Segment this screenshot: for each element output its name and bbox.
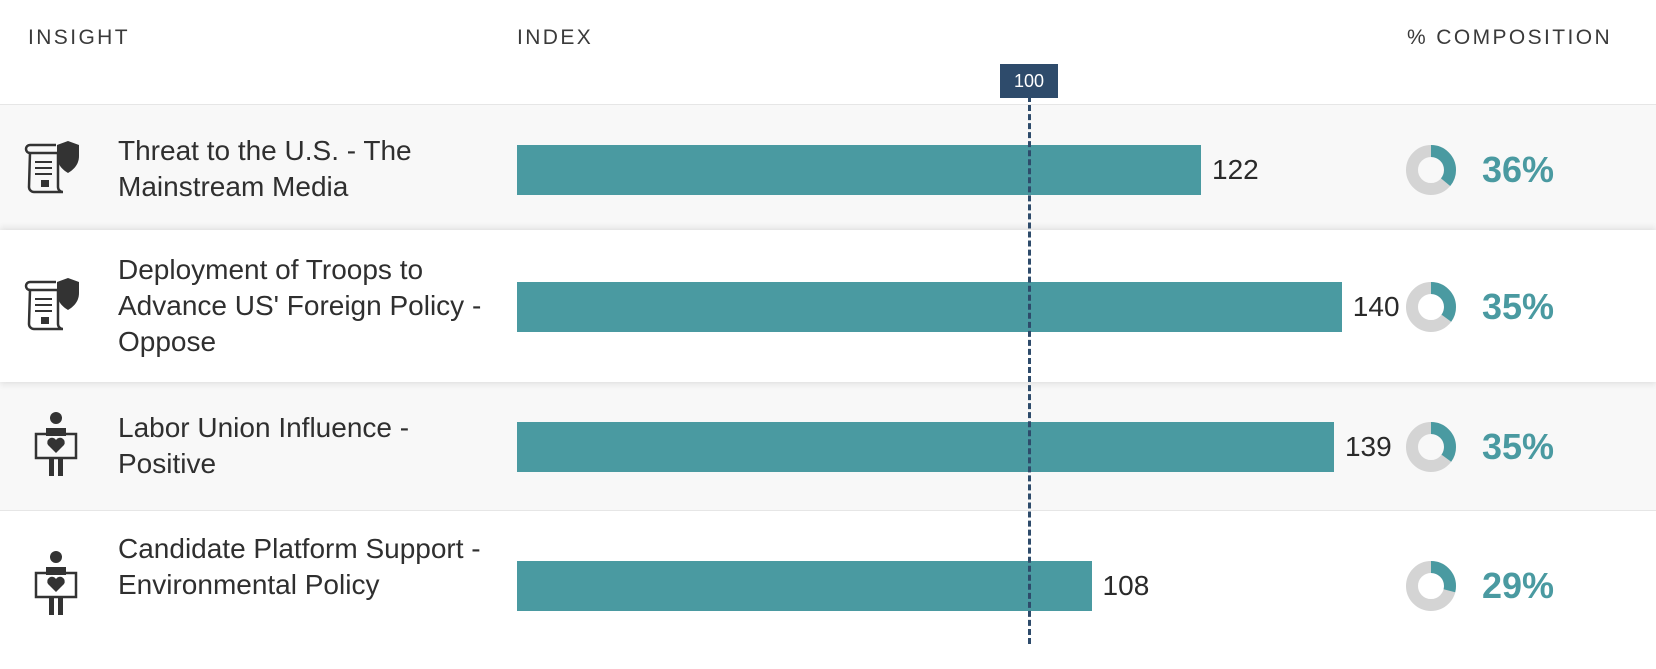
index-bar: [517, 145, 1202, 195]
insight-label: Threat to the U.S. - The Mainstream Medi…: [118, 135, 412, 202]
person-sign-heart-icon: [24, 410, 88, 476]
composition-donut: [1406, 145, 1456, 195]
person-sign-heart-icon: [24, 549, 88, 615]
index-reference-line: [1028, 96, 1031, 644]
index-column-header: INDEX: [517, 26, 594, 49]
index-bar: [517, 422, 1334, 472]
insight-row: Candidate Platform Support - Environment…: [0, 510, 1656, 669]
index-value: 140: [1352, 291, 1400, 322]
composition-value: 35%: [1482, 286, 1555, 327]
insight-row: Threat to the U.S. - The Mainstream Medi…: [0, 104, 1656, 231]
insight-row: Deployment of Troops to Advance US' Fore…: [0, 230, 1656, 382]
composition-value: 35%: [1482, 426, 1555, 467]
donut-value-arc: [1406, 145, 1456, 195]
insight-label: Deployment of Troops to Advance US' Fore…: [118, 254, 482, 357]
donut-value-arc: [1406, 282, 1456, 332]
composition-donut: [1406, 561, 1456, 611]
composition-value: 29%: [1482, 565, 1555, 606]
donut-value-arc: [1406, 561, 1456, 611]
scroll-shield-icon: [24, 274, 88, 338]
index-value: 122: [1212, 154, 1259, 185]
composition-column-header: % COMPOSITION: [1407, 26, 1613, 49]
index-bar: [517, 561, 1092, 611]
composition-donut: [1406, 422, 1456, 472]
index-bar: [517, 282, 1342, 332]
scroll-shield-icon: [24, 137, 88, 201]
composition-donut: [1406, 282, 1456, 332]
insight-row: Labor Union Influence - Positive 139 35%: [0, 382, 1656, 510]
insight-column-header: INSIGHT: [28, 26, 130, 49]
insight-label: Candidate Platform Support - Environment…: [118, 533, 481, 600]
donut-value-arc: [1406, 422, 1456, 472]
index-reference-label: 100: [1000, 64, 1058, 98]
composition-value: 36%: [1482, 149, 1555, 190]
index-value: 108: [1102, 570, 1150, 601]
insight-label: Labor Union Influence - Positive: [118, 412, 410, 479]
index-value: 139: [1344, 431, 1392, 462]
